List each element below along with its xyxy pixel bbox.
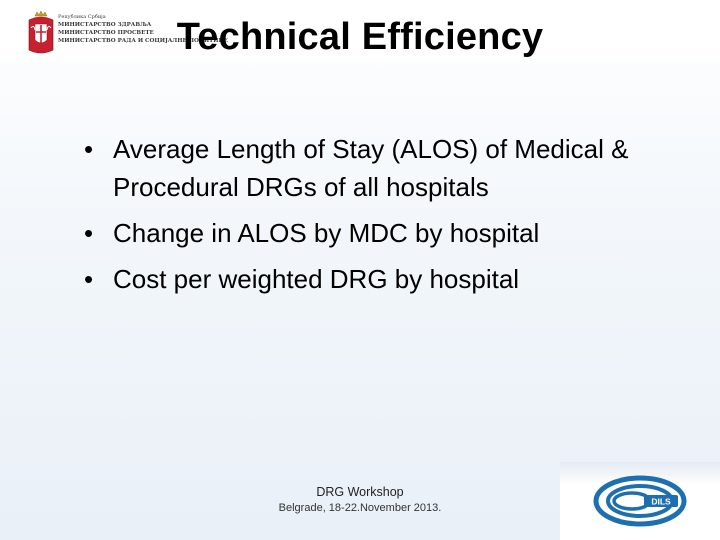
bullet-item: • Change in ALOS by MDC by hospital [84, 214, 664, 252]
ministry-health: МИНИСТАРСТВО ЗДРАВЉА [58, 22, 152, 28]
slide-title: Technical Efficiency [176, 16, 544, 58]
ministry-names: Република Србија МИНИСТАРСТВО ЗДРАВЉА МИ… [58, 13, 228, 45]
ministry-labour: МИНИСТАРСТВО РАДА И СОЦИЈАЛНЕ ПОЛИТИКЕ [58, 38, 228, 44]
country-name: Република Србија [58, 14, 106, 20]
bullet-item: • Average Length of Stay (ALOS) of Medic… [84, 130, 664, 206]
coat-of-arms-icon [28, 10, 54, 54]
bullet-icon: • [84, 218, 94, 248]
header-band [0, 0, 720, 70]
footer-event: DRG Workshop [316, 485, 404, 499]
bullet-list: • Average Length of Stay (ALOS) of Medic… [84, 130, 664, 306]
ministry-logo: Република Србија МИНИСТАРСТВО ЗДРАВЉА МИ… [26, 10, 228, 62]
dils-logo-text: DILS [651, 497, 671, 507]
footer-date: Belgrade, 18-22.November 2013. [278, 502, 442, 514]
dils-logo-icon: DILS [593, 475, 687, 527]
bullet-text: Change in ALOS by MDC by hospital [113, 218, 540, 248]
corner-panel [560, 462, 720, 540]
footer: DRG Workshop Belgrade, 18-22.November 20… [240, 484, 480, 516]
bullet-icon: • [84, 264, 94, 294]
bullet-text: Cost per weighted DRG by hospital [113, 264, 520, 294]
bullet-icon: • [84, 134, 94, 164]
bullet-item: • Cost per weighted DRG by hospital [84, 260, 664, 298]
bullet-text: Average Length of Stay (ALOS) of Medical… [113, 134, 629, 202]
ministry-education: МИНИСТАРСТВО ПРОСВЕТЕ [58, 30, 154, 36]
